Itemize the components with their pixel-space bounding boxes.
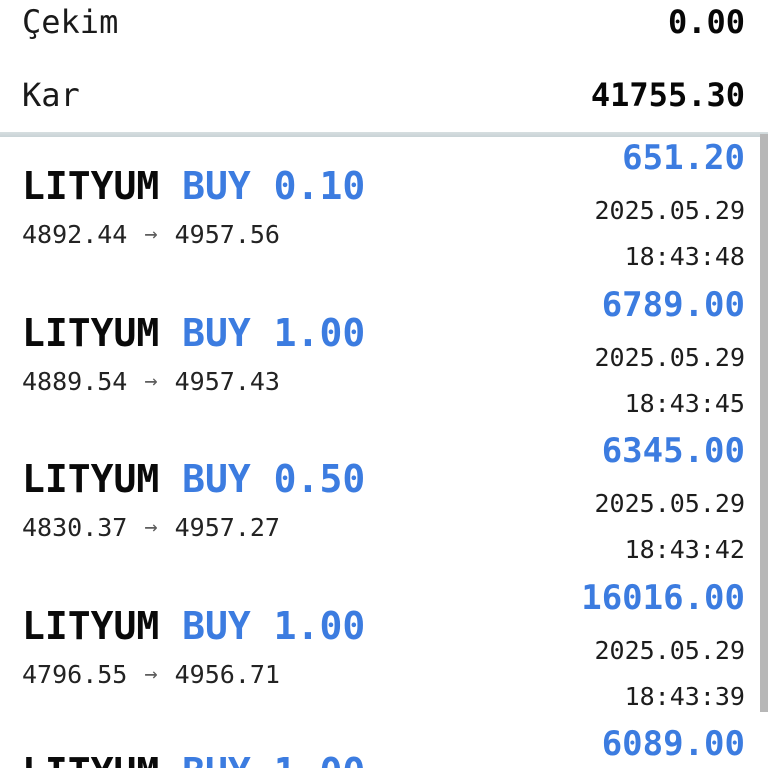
trade-title: LITYUM BUY 0.10 bbox=[22, 164, 594, 208]
trade-side-volume: BUY 0.10 bbox=[182, 164, 366, 208]
trade-info: LITYUM BUY 0.50 4830.37 → 4957.27 bbox=[22, 430, 594, 577]
trade-meta: 6789.00 2025.05.29 18:43:45 bbox=[594, 284, 745, 431]
withdrawal-label: Çekim bbox=[22, 3, 119, 41]
section-divider bbox=[0, 132, 768, 137]
withdrawal-value: 0.00 bbox=[667, 3, 745, 41]
trade-meta: 6089.00 bbox=[602, 723, 745, 768]
trade-symbol: LITYUM bbox=[22, 164, 160, 208]
trade-info: LITYUM BUY 1.00 4796.55 → 4956.71 bbox=[22, 577, 581, 724]
close-price: 4957.27 bbox=[174, 513, 280, 542]
trade-meta: 16016.00 2025.05.29 18:43:39 bbox=[581, 577, 745, 724]
trade-side-volume: BUY 1.00 bbox=[182, 603, 366, 648]
trade-row[interactable]: LITYUM BUY 1.00 4796.55 → 4956.71 16016.… bbox=[0, 577, 768, 724]
profit-value: 41755.30 bbox=[590, 76, 745, 114]
close-price: 4957.56 bbox=[174, 220, 280, 249]
trade-row[interactable]: LITYUM BUY 0.50 4830.37 → 4957.27 6345.0… bbox=[0, 430, 768, 577]
account-summary: Çekim 0.00 Kar 41755.30 bbox=[0, 2, 768, 115]
summary-row-withdrawal: Çekim 0.00 bbox=[22, 2, 745, 42]
trade-time: 18:43:39 bbox=[624, 681, 745, 711]
trade-price-range: 4796.55 → 4956.71 bbox=[22, 660, 581, 690]
trade-row[interactable]: LITYUM BUY 0.10 4892.44 → 4957.56 651.20… bbox=[0, 137, 768, 284]
trade-symbol: LITYUM bbox=[22, 750, 159, 768]
trade-date: 2025.05.29 bbox=[594, 489, 745, 518]
trade-symbol: LITYUM bbox=[22, 457, 160, 501]
trade-side-volume: BUY 1.00 bbox=[182, 750, 365, 768]
summary-row-profit: Kar 41755.30 bbox=[22, 75, 745, 115]
trade-date: 2025.05.29 bbox=[594, 635, 745, 665]
trade-info: LITYUM BUY 0.10 4892.44 → 4957.56 bbox=[22, 137, 594, 284]
arrow-right-icon: → bbox=[144, 661, 158, 687]
open-price: 4796.55 bbox=[22, 659, 128, 689]
trade-history-list: LITYUM BUY 0.10 4892.44 → 4957.56 651.20… bbox=[0, 137, 768, 768]
close-price: 4957.43 bbox=[174, 366, 280, 396]
trade-row[interactable]: LITYUM BUY 1.00 4889.54 → 4957.43 6789.0… bbox=[0, 284, 768, 431]
trade-profit: 16016.00 bbox=[581, 577, 745, 618]
arrow-right-icon: → bbox=[144, 222, 158, 247]
arrow-right-icon: → bbox=[144, 368, 158, 394]
trade-profit: 651.20 bbox=[622, 138, 745, 178]
trade-time: 18:43:48 bbox=[624, 242, 745, 271]
trade-info: LITYUM BUY 1.00 bbox=[22, 723, 602, 768]
trade-title: LITYUM BUY 1.00 bbox=[22, 311, 594, 355]
trade-title: LITYUM BUY 1.00 bbox=[22, 604, 581, 648]
trade-time: 18:43:42 bbox=[624, 535, 745, 564]
trade-meta: 651.20 2025.05.29 18:43:48 bbox=[594, 137, 745, 284]
open-price: 4889.54 bbox=[22, 366, 128, 396]
trade-title: LITYUM BUY 1.00 bbox=[22, 750, 602, 768]
trade-symbol: LITYUM bbox=[22, 603, 160, 648]
trade-price-range: 4830.37 → 4957.27 bbox=[22, 513, 594, 543]
trade-profit: 6789.00 bbox=[601, 284, 745, 325]
trade-date: 2025.05.29 bbox=[594, 196, 745, 225]
trade-row[interactable]: LITYUM BUY 1.00 6089.00 bbox=[0, 723, 768, 768]
open-price: 4892.44 bbox=[22, 220, 128, 249]
trade-side-volume: BUY 0.50 bbox=[182, 457, 366, 501]
trade-date: 2025.05.29 bbox=[594, 342, 745, 372]
open-price: 4830.37 bbox=[22, 513, 128, 542]
trade-meta: 6345.00 2025.05.29 18:43:42 bbox=[594, 430, 745, 577]
trade-title: LITYUM BUY 0.50 bbox=[22, 457, 594, 501]
trade-time: 18:43:45 bbox=[624, 388, 745, 418]
trade-price-range: 4889.54 → 4957.43 bbox=[22, 367, 594, 397]
close-price: 4956.71 bbox=[174, 659, 280, 689]
scrollbar[interactable] bbox=[760, 134, 768, 712]
trade-profit: 6345.00 bbox=[601, 431, 745, 471]
trade-symbol: LITYUM bbox=[22, 310, 160, 355]
trade-info: LITYUM BUY 1.00 4889.54 → 4957.43 bbox=[22, 284, 594, 431]
profit-label: Kar bbox=[22, 76, 80, 114]
trade-side-volume: BUY 1.00 bbox=[182, 310, 366, 355]
trade-profit: 6089.00 bbox=[601, 724, 745, 764]
arrow-right-icon: → bbox=[144, 515, 158, 540]
trade-price-range: 4892.44 → 4957.56 bbox=[22, 220, 594, 250]
